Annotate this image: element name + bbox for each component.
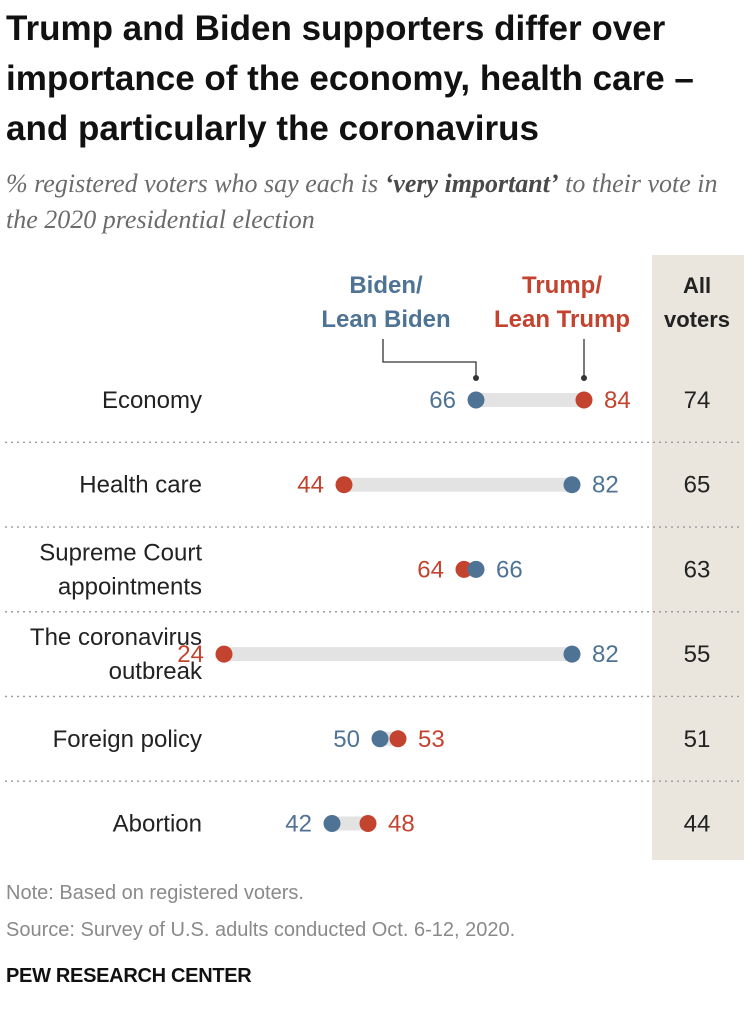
trump-dot: [215, 645, 233, 663]
biden-value-label: 66: [429, 387, 456, 414]
all-voters-value: 44: [684, 811, 711, 838]
trump-value-label: 24: [177, 641, 204, 668]
trump-value-label: 84: [604, 387, 631, 414]
trump-value-label: 53: [418, 726, 445, 753]
legend-biden-leader-line: [382, 339, 477, 378]
biden-dot: [563, 645, 581, 663]
all-voters-value: 55: [684, 641, 711, 668]
trump-dot: [335, 476, 353, 494]
subtitle-text-start: % registered voters who say each is: [6, 169, 385, 198]
trump-dot: [389, 730, 407, 748]
category-label: Supreme Court: [39, 539, 202, 566]
biden-dot: [467, 391, 485, 409]
legend-trump-label-1: Lean Trump: [494, 306, 630, 333]
category-label: Abortion: [113, 811, 202, 838]
legend-biden-label-0: Biden/: [349, 272, 423, 299]
biden-dot: [563, 476, 581, 494]
trump-value-label: 48: [388, 811, 415, 838]
source-note: Source: Survey of U.S. adults conducted …: [6, 919, 516, 941]
category-label: Health care: [79, 472, 202, 499]
all-voters-value: 65: [684, 472, 711, 499]
all-voters-value: 74: [684, 387, 711, 414]
all-voters-value: 63: [684, 556, 711, 583]
trump-value-label: 64: [417, 556, 444, 583]
biden-value-label: 42: [285, 811, 312, 838]
legend-biden-leader-dot: [473, 375, 479, 381]
biden-dot: [371, 730, 389, 748]
category-label: The coronavirus: [30, 624, 202, 651]
biden-value-label: 82: [592, 641, 619, 668]
brand-logo-text: PEW RESEARCH CENTER: [6, 965, 252, 987]
footnote: Note: Based on registered voters.: [6, 882, 304, 904]
trump-dot: [575, 391, 593, 409]
trump-value-label: 44: [297, 472, 324, 499]
category-label: outbreak: [109, 658, 203, 685]
legend-biden-label-1: Lean Biden: [321, 306, 450, 333]
chart-title: Trump and Biden supporters differ over i…: [6, 9, 694, 148]
legend-trump-leader-dot: [581, 375, 587, 381]
all-voters-column-bg: [652, 255, 744, 860]
all-voters-header-0: All: [683, 273, 711, 298]
dot-plot-chart: Biden/Lean Biden Trump/Lean Trump All voter…: [5, 255, 744, 860]
biden-value-label: 50: [333, 726, 360, 753]
trump-dot: [455, 560, 473, 578]
subtitle-text-end: to their vote in the 2020 presidential e…: [6, 169, 718, 234]
legend-trump-label-0: Trump/: [522, 272, 602, 299]
biden-value-label: 66: [496, 556, 523, 583]
biden-dot: [467, 560, 485, 578]
chart-subtitle: % registered voters who say each is ‘ver…: [6, 166, 746, 238]
all-voters-header-1: voters: [664, 307, 730, 332]
biden-dot: [323, 815, 341, 832]
category-label: appointments: [58, 573, 202, 600]
subtitle-emphasis: ‘very important’: [384, 169, 559, 198]
category-label: Foreign policy: [53, 726, 202, 753]
all-voters-value: 51: [684, 726, 711, 753]
category-label: Economy: [102, 387, 202, 414]
trump-dot: [359, 815, 377, 832]
biden-value-label: 82: [592, 472, 619, 499]
